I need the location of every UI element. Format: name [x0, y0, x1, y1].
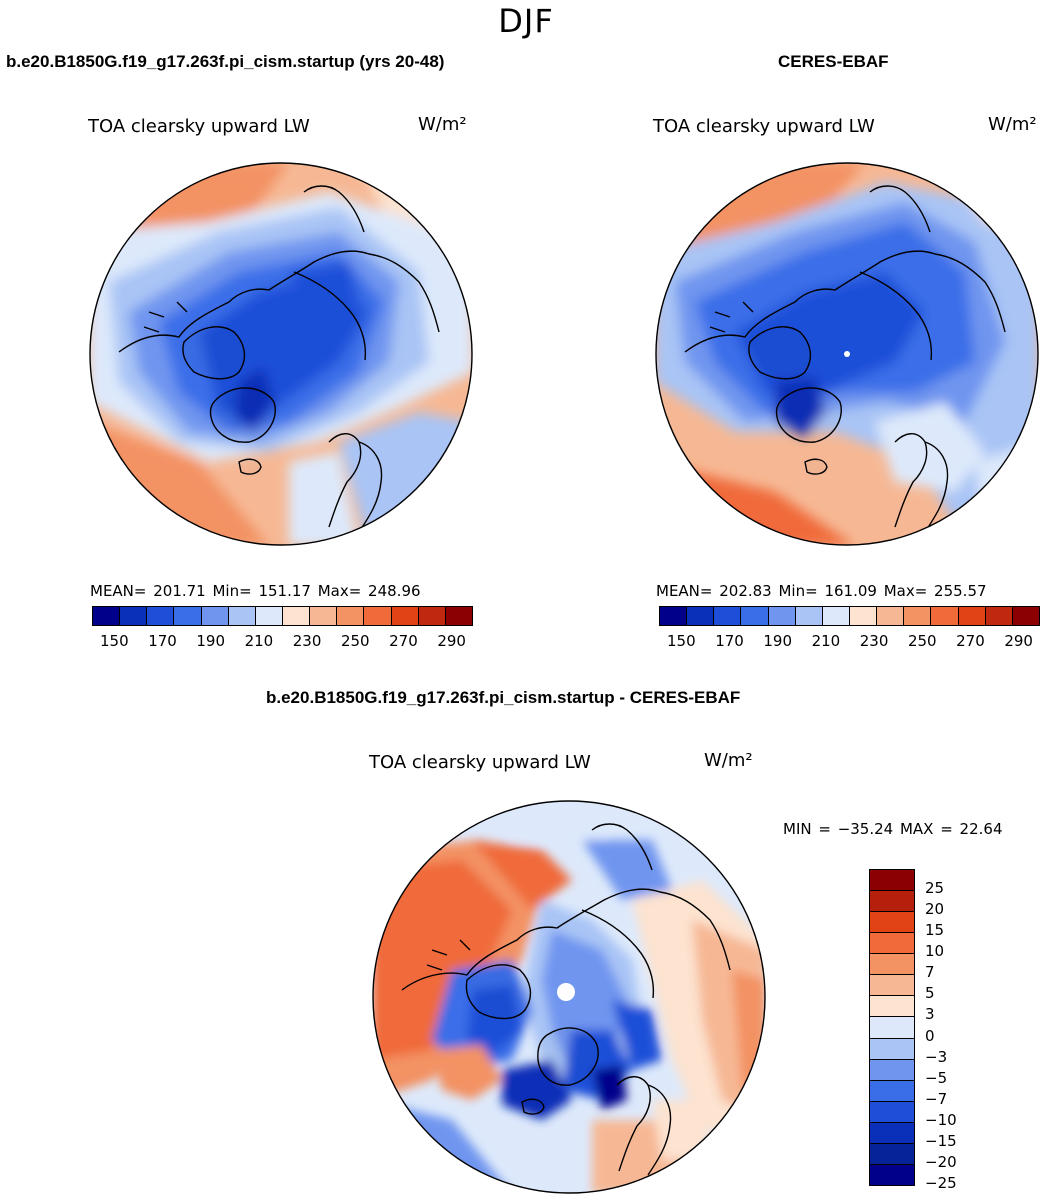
colorbar-tick-label: 150 [667, 632, 696, 650]
colorbar-swatch [768, 607, 796, 625]
colorbar-tick-label: 15 [925, 920, 945, 939]
colorbar-swatch [870, 1017, 914, 1039]
colorbar-swatch [870, 912, 914, 934]
right-units-label: W/m² [988, 114, 1037, 135]
colorbar-swatch [687, 607, 715, 625]
colorbar-tick-label: 150 [100, 632, 129, 650]
colorbar-tick-label: 290 [1004, 632, 1033, 650]
colorbar-tick-label: 20 [925, 899, 945, 918]
obs-dataset-title: CERES-EBAF [778, 52, 889, 71]
right-colorbar-ticks: 150 170 190 210 230 250 270 290 [667, 632, 1033, 650]
colorbar-swatch [228, 607, 256, 625]
colorbar-tick-label: 270 [956, 632, 985, 650]
colorbar-swatch [282, 607, 311, 625]
season-title: DJF [498, 2, 554, 40]
difference-title: b.e20.B1850G.f19_g17.263f.pi_cism.startu… [266, 688, 741, 707]
left-polar-map [89, 162, 473, 546]
colorbar-swatch [870, 891, 914, 913]
colorbar-swatch [418, 607, 446, 625]
colorbar-swatch [877, 607, 905, 625]
colorbar-swatch [714, 607, 742, 625]
colorbar-tick-label: 250 [907, 632, 937, 650]
colorbar-tick-label: 3 [925, 1005, 935, 1024]
difference-polar-map [372, 800, 766, 1194]
colorbar-tick-label: 0 [925, 1026, 935, 1045]
colorbar-swatch [958, 607, 986, 625]
colorbar-swatch [870, 975, 914, 997]
right-variable-label: TOA clearsky upward LW [653, 116, 875, 137]
colorbar-swatch [870, 1164, 914, 1185]
colorbar-swatch [985, 607, 1013, 625]
colorbar-tick-label: 7 [925, 963, 935, 982]
colorbar-tick-label: 210 [811, 632, 841, 650]
colorbar-swatch [870, 1122, 914, 1144]
left-colorbar [92, 606, 473, 626]
colorbar-tick-label: 190 [196, 632, 226, 650]
colorbar-tick-label: 210 [244, 632, 274, 650]
colorbar-tick-label: 5 [925, 984, 935, 1003]
colorbar-swatch [870, 996, 914, 1018]
colorbar-swatch [120, 607, 148, 625]
right-stats: MEAN= 202.83 Min= 161.09 Max= 255.57 [656, 582, 987, 600]
colorbar-tick-label: 170 [148, 632, 177, 650]
colorbar-swatch [931, 607, 959, 625]
colorbar-swatch [337, 607, 365, 625]
colorbar-tick-label: 170 [715, 632, 744, 650]
right-polar-map [655, 162, 1039, 546]
diff-colorbar [869, 869, 915, 1186]
colorbar-tick-label: −3 [925, 1047, 948, 1066]
right-colorbar [659, 606, 1040, 626]
colorbar-tick-label: 25 [925, 878, 945, 897]
colorbar-tick-label: 250 [340, 632, 370, 650]
left-colorbar-ticks: 150 170 190 210 230 250 270 290 [100, 632, 466, 650]
colorbar-tick-label: −7 [925, 1089, 948, 1108]
colorbar-swatch [795, 607, 823, 625]
colorbar-swatch [870, 1101, 914, 1123]
colorbar-swatch [174, 607, 202, 625]
colorbar-swatch [391, 607, 419, 625]
colorbar-swatch [310, 607, 338, 625]
left-variable-label: TOA clearsky upward LW [88, 116, 310, 137]
colorbar-tick-label: 270 [389, 632, 418, 650]
colorbar-swatch [870, 1143, 914, 1165]
colorbar-swatch [364, 607, 392, 625]
colorbar-swatch [870, 870, 914, 892]
colorbar-swatch [870, 1080, 914, 1102]
colorbar-swatch [660, 607, 688, 625]
model-case-title: b.e20.B1850G.f19_g17.263f.pi_cism.startu… [6, 52, 445, 71]
colorbar-swatch [1012, 607, 1039, 625]
colorbar-swatch [445, 607, 472, 625]
colorbar-swatch [255, 607, 283, 625]
colorbar-tick-label: 190 [763, 632, 793, 650]
colorbar-tick-label: −20 [925, 1153, 957, 1172]
colorbar-swatch [870, 933, 914, 955]
left-stats: MEAN= 201.71 Min= 151.17 Max= 248.96 [90, 582, 421, 600]
colorbar-tick-label: 10 [925, 941, 945, 960]
colorbar-swatch [201, 607, 229, 625]
colorbar-tick-label: −10 [925, 1111, 957, 1130]
colorbar-tick-label: 230 [859, 632, 889, 650]
colorbar-swatch [822, 607, 850, 625]
colorbar-swatch [870, 1059, 914, 1081]
colorbar-swatch [147, 607, 175, 625]
diff-min-max: MIN = −35.24 MAX = 22.64 [783, 820, 1003, 838]
colorbar-swatch [870, 1038, 914, 1060]
colorbar-tick-label: −25 [925, 1174, 957, 1193]
colorbar-tick-label: 290 [437, 632, 466, 650]
colorbar-tick-label: 230 [292, 632, 322, 650]
colorbar-swatch [870, 954, 914, 976]
colorbar-swatch [904, 607, 932, 625]
colorbar-swatch [741, 607, 769, 625]
colorbar-swatch [93, 607, 121, 625]
diff-units-label: W/m² [704, 750, 753, 771]
colorbar-swatch [849, 607, 878, 625]
colorbar-tick-label: −15 [925, 1132, 957, 1151]
diff-colorbar-ticks: 25 20 15 10 7 5 3 0 −3 −5 −7 −10 −15 −20 −25 [925, 869, 995, 1193]
diff-variable-label: TOA clearsky upward LW [369, 752, 591, 773]
left-units-label: W/m² [418, 114, 467, 135]
colorbar-tick-label: −5 [925, 1068, 948, 1087]
